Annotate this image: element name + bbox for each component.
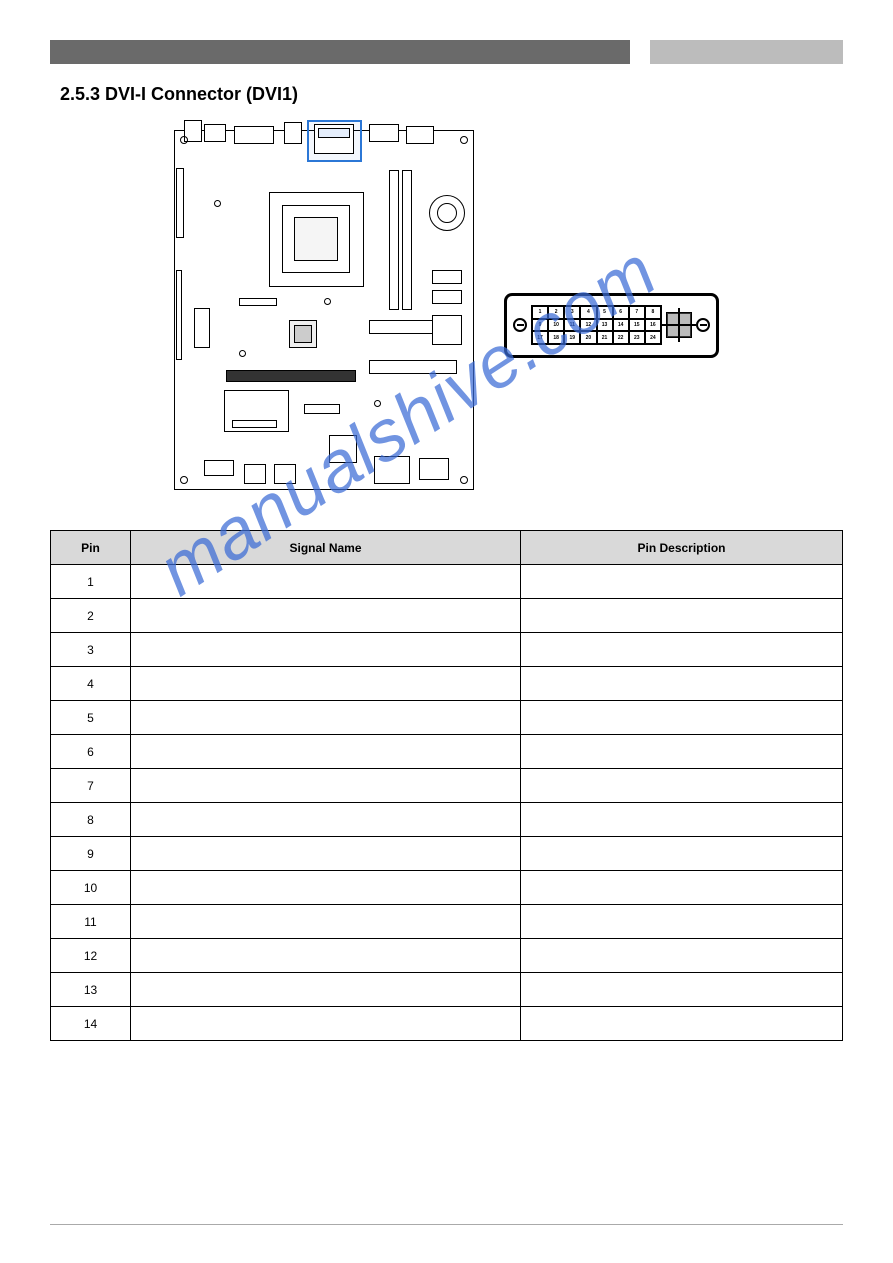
table-cell [131,565,521,599]
table-row: 9 [51,837,843,871]
table-cell: 6 [51,735,131,769]
table-cell [521,701,843,735]
table-cell [131,905,521,939]
dvi-screw-right [696,318,710,332]
table-cell [131,939,521,973]
section-title: 2.5.3 DVI-I Connector (DVI1) [60,84,843,105]
table-cell: 2 [51,599,131,633]
table-cell [521,905,843,939]
table-cell [131,667,521,701]
pin-cell: 2 [548,306,564,319]
table-cell [521,837,843,871]
table-row: 8 [51,803,843,837]
th-pin: Pin [51,531,131,565]
pin-cell: 23 [629,331,645,344]
pin-cell: 6 [613,306,629,319]
header-light-segment [650,40,843,64]
table-cell [131,735,521,769]
table-cell [131,769,521,803]
table-row: 14 [51,1007,843,1041]
table-cell [521,1007,843,1041]
table-row: 4 [51,667,843,701]
table-cell [131,1007,521,1041]
table-cell [521,769,843,803]
table-cell [131,599,521,633]
table-cell [521,633,843,667]
motherboard-diagram [174,120,474,500]
header-dark-segment [50,40,630,64]
pin-cell: 20 [580,331,596,344]
table-cell: 5 [51,701,131,735]
table-cell [131,633,521,667]
table-cell: 9 [51,837,131,871]
pin-cell: 22 [613,331,629,344]
th-signal: Signal Name [131,531,521,565]
table-row: 11 [51,905,843,939]
table-cell [131,837,521,871]
table-row: 5 [51,701,843,735]
dvi-connector-diagram: 1 2 3 4 5 6 7 8 9 10 11 12 13 14 15 16 1… [504,293,719,358]
table-cell [521,973,843,1007]
dvi-pin-grid: 1 2 3 4 5 6 7 8 9 10 11 12 13 14 15 16 1… [531,305,662,345]
diagram-row: 1 2 3 4 5 6 7 8 9 10 11 12 13 14 15 16 1… [50,120,843,500]
table-row: 12 [51,939,843,973]
pin-cell: 3 [564,306,580,319]
table-cell [521,939,843,973]
pin-cell: 18 [548,331,564,344]
pin-cell: 19 [564,331,580,344]
pin-cell: 15 [629,319,645,332]
table-cell [521,803,843,837]
pin-cell: 14 [613,319,629,332]
pin-cell: 21 [597,331,613,344]
th-desc: Pin Description [521,531,843,565]
table-cell: 8 [51,803,131,837]
pin-cell: 12 [580,319,596,332]
table-row: 2 [51,599,843,633]
table-cell [131,701,521,735]
table-cell: 13 [51,973,131,1007]
table-cell [131,803,521,837]
pin-cell: 1 [532,306,548,319]
dvi-screw-left [513,318,527,332]
table-cell: 1 [51,565,131,599]
table-cell: 12 [51,939,131,973]
table-cell [131,973,521,1007]
pin-cell: 11 [564,319,580,332]
table-row: 1 [51,565,843,599]
table-row: 6 [51,735,843,769]
pin-cell: 17 [532,331,548,344]
table-cell [521,667,843,701]
table-cell [521,871,843,905]
table-row: 3 [51,633,843,667]
pin-cell: 10 [548,319,564,332]
pin-cell: 5 [597,306,613,319]
pin-cell: 7 [629,306,645,319]
table-cell: 10 [51,871,131,905]
table-cell: 14 [51,1007,131,1041]
table-row: 10 [51,871,843,905]
pin-cell: 16 [645,319,661,332]
pin-cell: 4 [580,306,596,319]
table-cell [521,565,843,599]
table-cell: 4 [51,667,131,701]
pin-cell: 24 [645,331,661,344]
pin-cell: 13 [597,319,613,332]
page-footer [50,1224,843,1233]
table-cell: 3 [51,633,131,667]
table-cell [131,871,521,905]
table-cell [521,599,843,633]
dvi-c-block [666,312,692,338]
pin-definition-table: Pin Signal Name Pin Description 12345678… [50,530,843,1041]
table-cell: 11 [51,905,131,939]
table-cell: 7 [51,769,131,803]
header-bar [50,40,843,64]
pin-cell: 8 [645,306,661,319]
pin-cell: 9 [532,319,548,332]
table-row: 13 [51,973,843,1007]
table-cell [521,735,843,769]
table-row: 7 [51,769,843,803]
